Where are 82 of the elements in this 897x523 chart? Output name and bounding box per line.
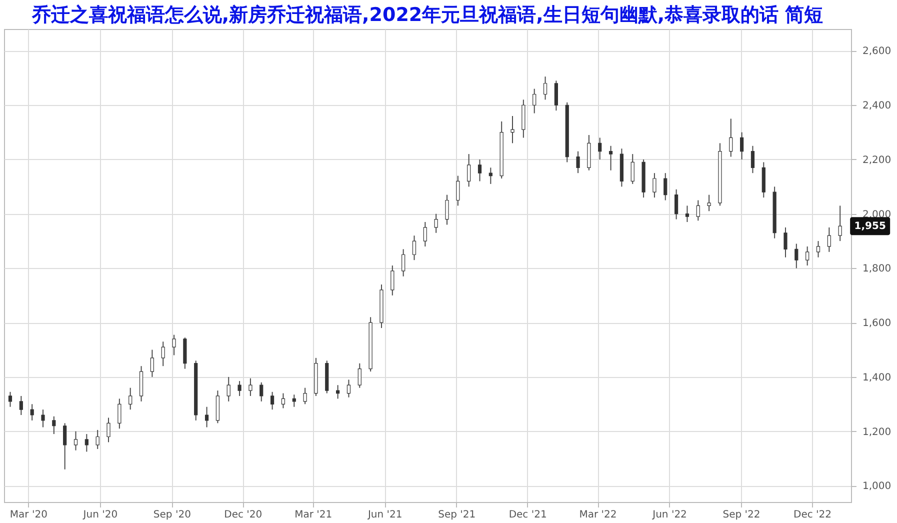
- x-tick-label: Mar '20: [10, 510, 48, 520]
- candlestick: [630, 154, 634, 184]
- candlestick: [434, 213, 438, 234]
- candlestick: [456, 175, 460, 206]
- x-tick-label: Dec '21: [508, 510, 547, 520]
- candlestick: [52, 416, 56, 435]
- candlestick: [260, 382, 264, 402]
- candlestick: [696, 200, 700, 222]
- candlestick: [172, 334, 176, 356]
- candlestick: [248, 378, 252, 396]
- candlestick: [204, 406, 209, 428]
- x-tick-label: Jun '20: [82, 510, 118, 520]
- x-tick-label: Sep '20: [153, 510, 191, 520]
- y-tick-label: 2,200: [862, 154, 892, 166]
- candlestick: [63, 422, 67, 470]
- candlestick: [292, 394, 296, 408]
- candlestick: [74, 430, 78, 451]
- x-tick-label: Dec '22: [793, 510, 832, 520]
- candlestick: [41, 409, 45, 428]
- candlestick: [598, 137, 602, 160]
- candlestick: [84, 434, 88, 452]
- candlestick: [336, 384, 340, 400]
- candlestick: [445, 194, 449, 226]
- candlestick: [740, 132, 744, 160]
- candlestick: [794, 243, 798, 269]
- candlestick: [423, 222, 427, 247]
- candlestick: [226, 376, 230, 402]
- candlestick: [674, 188, 678, 220]
- candlestick: [664, 172, 668, 201]
- candlestick: [784, 226, 788, 258]
- y-tick-label: 2,600: [862, 46, 892, 58]
- x-tick-label: Mar '21: [294, 510, 332, 520]
- candlestick: [707, 194, 711, 212]
- candlestick: [488, 167, 492, 184]
- candlestick: [358, 362, 362, 388]
- candlestick: [128, 387, 132, 410]
- candlestick: [150, 349, 154, 378]
- x-tick-label: Jun '21: [366, 510, 402, 520]
- candlestick: [827, 226, 831, 252]
- candlestick: [390, 265, 394, 296]
- candlestick: [685, 205, 690, 223]
- candlestick: [554, 80, 558, 112]
- candlestick: [543, 76, 548, 100]
- candlestick: [467, 154, 471, 188]
- x-tick-label: Sep '21: [438, 510, 476, 520]
- y-tick-label: 1,800: [862, 264, 892, 275]
- x-tick-label: Jun '22: [652, 510, 687, 520]
- chart-title: 乔迁之喜祝福语怎么说,新房乔迁祝福语,2022年元旦祝福语,生日短句幽默,恭喜录取的话 简短: [30, 4, 824, 26]
- y-tick-label: 1,000: [862, 481, 892, 492]
- x-tick-label: Mar '22: [579, 510, 617, 520]
- candlestick: [412, 235, 416, 261]
- candlestick: [303, 387, 307, 405]
- x-tick-label: Sep '22: [722, 510, 760, 520]
- candlestick: [652, 172, 656, 198]
- candlestick: [30, 404, 34, 421]
- candlestick: [729, 118, 733, 158]
- candlestick: [118, 398, 122, 430]
- candlestick: [346, 379, 351, 398]
- candlestick: [19, 395, 23, 416]
- candlestick: [106, 417, 110, 443]
- y-tick-label: 1,600: [862, 318, 892, 330]
- candlestick: [806, 246, 810, 266]
- candlestick: [270, 391, 274, 410]
- x-tick-label: Dec '20: [224, 510, 262, 520]
- candlestick: [838, 205, 842, 242]
- annotation: 1,955: [854, 221, 886, 232]
- candlestick: [281, 392, 286, 409]
- candlestick: [238, 380, 242, 396]
- y-tick-label: 2,400: [862, 100, 892, 112]
- candlestick: [750, 145, 755, 174]
- y-tick-label: 1,200: [862, 426, 892, 438]
- y-tick-label: 1,400: [862, 372, 892, 384]
- candlestick: [532, 88, 536, 114]
- candlestick: [478, 158, 482, 182]
- candlestick: [96, 429, 100, 450]
- candlestick: [161, 341, 165, 367]
- candlestick: [816, 240, 820, 258]
- candlestick: [8, 391, 12, 408]
- candlestick: [402, 248, 406, 277]
- candlestick: [608, 145, 613, 171]
- candlestick: [576, 150, 580, 174]
- candlestick: [510, 115, 514, 144]
